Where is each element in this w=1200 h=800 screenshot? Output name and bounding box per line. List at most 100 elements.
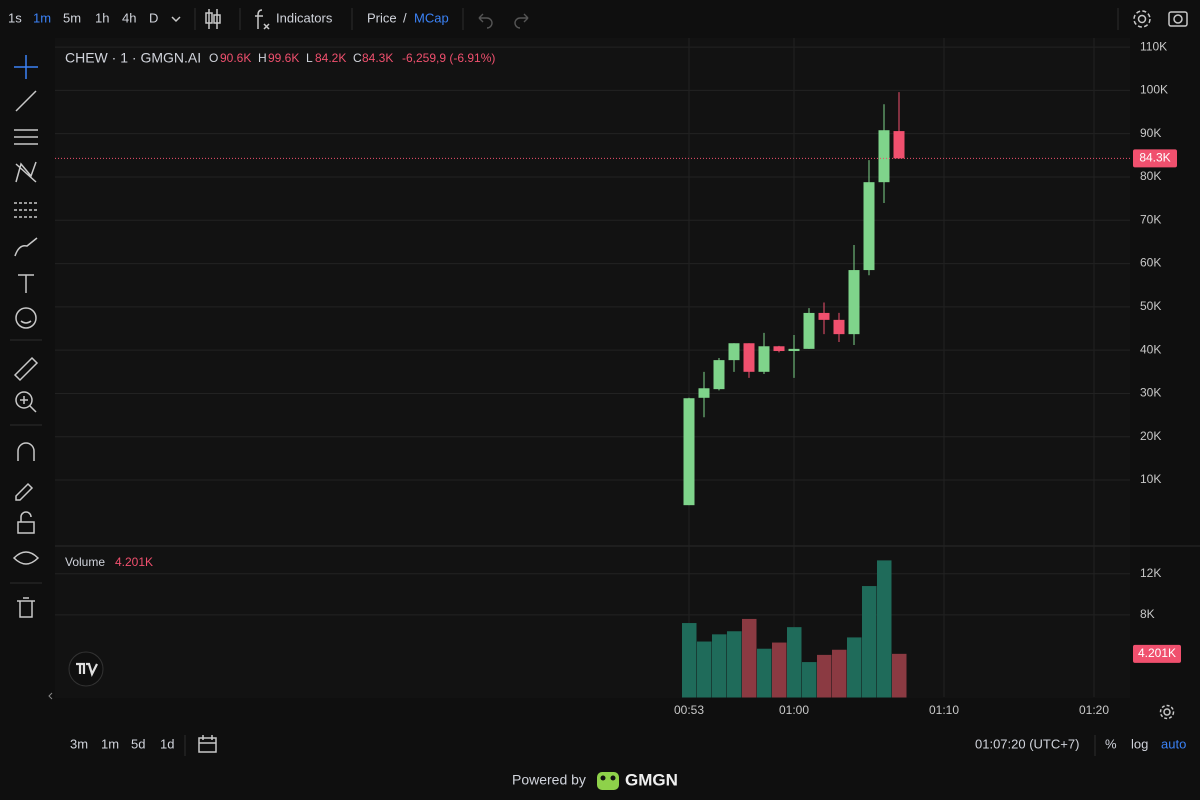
brand-logo [597, 772, 619, 790]
x-tick-label: 00:53 [674, 703, 704, 717]
axis-settings-button[interactable] [1159, 704, 1175, 720]
volume-bar [862, 586, 877, 698]
volume-bar [892, 653, 907, 698]
range-button[interactable]: 3m [70, 736, 88, 751]
volume-bar [682, 623, 697, 698]
interval-button[interactable]: 1m [33, 10, 51, 25]
candle-body [788, 348, 800, 352]
volume-bar [757, 648, 772, 698]
indicators-label: Indicators [276, 10, 333, 25]
candle-body [758, 346, 770, 372]
interval-button[interactable]: 5m [63, 10, 81, 25]
range-button[interactable]: 1d [160, 736, 174, 751]
screenshot-button[interactable] [1168, 11, 1188, 27]
volume-bar [742, 618, 757, 698]
brush-tool[interactable] [14, 237, 38, 257]
goto-date-button[interactable] [198, 735, 217, 753]
y-tick-label: 40K [1140, 342, 1161, 356]
tradingview-logo[interactable] [68, 651, 104, 687]
hide-tool[interactable] [12, 551, 40, 565]
top-toolbar: 1s 1m 5m 1h 4h D Indicators Price / MCap [8, 8, 1188, 30]
x-tick-label: 01:10 [929, 703, 959, 717]
log-toggle[interactable]: log [1131, 736, 1148, 751]
indicators-button[interactable]: Indicators [255, 9, 333, 30]
interval-button[interactable]: 1h [95, 10, 109, 25]
undo-button[interactable] [478, 13, 493, 29]
ruler-tool[interactable] [13, 356, 39, 382]
y-tick-label: 10K [1140, 472, 1161, 486]
volume-bar [832, 649, 847, 698]
volume-bar [787, 627, 802, 698]
volume-bar [847, 637, 862, 698]
candle-body [848, 270, 860, 335]
chart-type-button[interactable] [205, 9, 221, 29]
legend-close-key: C [353, 51, 362, 65]
x-tick-label: 01:20 [1079, 703, 1109, 717]
y-tick-label: 12K [1140, 566, 1161, 580]
legend-change: -6,259,9 (-6.91%) [402, 51, 495, 65]
volume-bar [712, 634, 727, 698]
percent-toggle[interactable]: % [1105, 736, 1117, 751]
candle-body [698, 388, 710, 398]
y-tick-label: 8K [1140, 607, 1155, 621]
candle-body [728, 343, 740, 361]
interval-button[interactable]: 4h [122, 10, 136, 25]
delete-tool[interactable] [17, 597, 35, 618]
y-tick-label: 50K [1140, 299, 1161, 313]
zoom-tool[interactable] [15, 391, 37, 413]
volume-bar [802, 662, 817, 698]
chart-area [55, 38, 1130, 698]
slash: / [403, 10, 407, 25]
candle-body [713, 360, 725, 390]
volume-badge [1133, 644, 1181, 663]
volume-bar [697, 641, 712, 698]
candle-body [803, 312, 815, 349]
price-toggle[interactable]: Price [367, 10, 397, 25]
y-tick-label: 70K [1140, 212, 1161, 226]
text-tool[interactable] [18, 274, 34, 293]
range-button[interactable]: 1m [101, 736, 119, 751]
mcap-toggle[interactable]: MCap [414, 10, 449, 25]
lock-drawing-tool[interactable] [15, 482, 34, 501]
interval-button[interactable]: 1s [8, 10, 22, 25]
y-tick-label: 100K [1140, 83, 1168, 97]
auto-toggle[interactable]: auto [1161, 736, 1186, 751]
y-tick-label: 60K [1140, 256, 1161, 270]
y-tick-label: 30K [1140, 386, 1161, 400]
collapse-button[interactable] [48, 692, 53, 700]
volume-legend-value: 4.201K [115, 555, 153, 569]
volume-bar [727, 631, 742, 698]
candle-body [863, 182, 875, 271]
left-toolbar [10, 55, 53, 700]
candle-body [683, 398, 695, 506]
emoji-tool[interactable] [15, 307, 37, 329]
lock-tool[interactable] [17, 511, 35, 534]
forecast-tool[interactable] [14, 202, 38, 218]
magnet-tool[interactable] [17, 442, 35, 461]
interval-button[interactable]: D [149, 10, 158, 25]
trend-line-tool[interactable] [15, 90, 37, 112]
clock: 01:07:20 (UTC+7) [975, 736, 1079, 751]
bottom-toolbar: 3m 1m 5d 1d 01:07:20 (UTC+7) % log auto [70, 735, 1186, 756]
pattern-tool[interactable] [15, 161, 37, 183]
range-button[interactable]: 5d [131, 736, 145, 751]
plot-layer [55, 38, 1130, 698]
volume-bar [817, 654, 832, 698]
price-badge-label: 84.3K [1139, 151, 1170, 165]
y-tick-label: 80K [1140, 169, 1161, 183]
y-tick-label: 90K [1140, 126, 1161, 140]
redo-button[interactable] [514, 13, 529, 29]
interval-dropdown[interactable] [171, 16, 181, 23]
symbol-title: CHEW · 1 · GMGN.AI [65, 50, 201, 66]
candle-body [893, 131, 905, 159]
footer: Powered by GMGN [512, 770, 678, 790]
settings-button[interactable] [1133, 10, 1151, 28]
legend-low: 84.2K [315, 51, 346, 65]
powered-by: Powered by [512, 772, 586, 788]
candle-body [818, 312, 830, 320]
crosshair-tool[interactable] [14, 55, 38, 79]
fib-tool[interactable] [14, 129, 38, 145]
legend-low-key: L [306, 51, 313, 65]
